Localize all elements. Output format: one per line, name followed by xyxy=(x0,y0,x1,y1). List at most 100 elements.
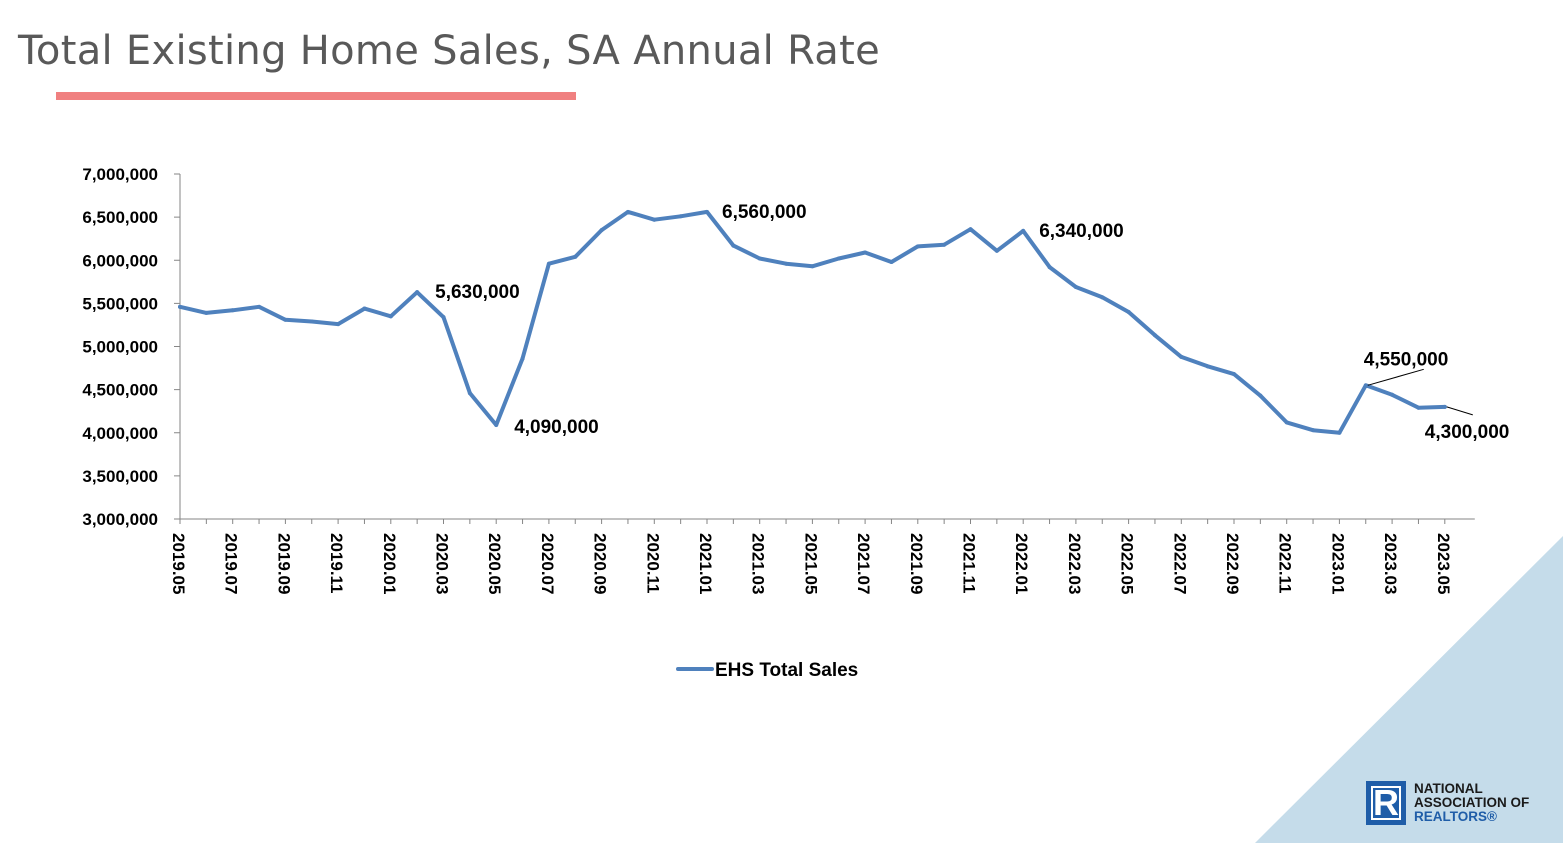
x-tick-label: 2020.11 xyxy=(643,533,662,594)
series-line-ehs-total-sales xyxy=(178,209,1447,435)
x-tick-label: 2019.09 xyxy=(274,533,293,594)
legend-label: EHS Total Sales xyxy=(715,660,858,681)
x-tick-label: 2019.11 xyxy=(327,533,346,594)
x-tick-label: 2021.07 xyxy=(854,533,873,594)
data-point xyxy=(1021,228,1026,233)
data-point xyxy=(1363,383,1368,388)
data-label-leader xyxy=(1367,368,1424,386)
x-tick-label: 2022.05 xyxy=(1118,533,1137,594)
data-point xyxy=(942,242,947,247)
y-tick-label: 6,500,000 xyxy=(82,208,158,227)
title-underline xyxy=(56,92,576,100)
data-point xyxy=(625,209,630,214)
x-tick-label: 2023.01 xyxy=(1328,533,1347,594)
data-label: 4,300,000 xyxy=(1425,422,1510,443)
x-tick-label: 2020.03 xyxy=(433,533,452,594)
logo-line-1: NATIONAL xyxy=(1414,781,1483,796)
data-point xyxy=(309,319,314,324)
x-tick-label: 2020.01 xyxy=(380,533,399,594)
data-point xyxy=(467,391,472,396)
data-label-leader xyxy=(1446,406,1473,416)
data-point xyxy=(1100,295,1105,300)
data-point xyxy=(1232,372,1236,377)
data-point xyxy=(731,243,736,248)
data-point xyxy=(204,310,209,315)
data-point xyxy=(1179,354,1184,359)
data-point xyxy=(1337,430,1342,435)
x-tick-label: 2022.07 xyxy=(1170,533,1189,594)
x-tick-label: 2023.05 xyxy=(1434,533,1453,594)
data-point xyxy=(1152,333,1157,338)
data-point xyxy=(178,304,182,309)
x-tick-label: 2020.07 xyxy=(538,533,557,594)
data-point xyxy=(1047,265,1052,270)
y-tick-label: 3,500,000 xyxy=(82,467,158,486)
x-tick-label: 2021.05 xyxy=(801,533,820,594)
x-tick-label: 2020.09 xyxy=(591,533,610,594)
data-point xyxy=(810,264,815,269)
data-label: 6,560,000 xyxy=(722,202,807,223)
data-point xyxy=(705,209,709,214)
x-tick-label: 2021.09 xyxy=(907,533,926,594)
data-point xyxy=(336,322,341,327)
logo-line-2: ASSOCIATION OF xyxy=(1414,795,1530,810)
data-point xyxy=(915,244,920,249)
x-tick-label: 2019.07 xyxy=(222,533,241,594)
data-point xyxy=(441,315,446,320)
data-point xyxy=(652,217,657,222)
data-point xyxy=(388,314,393,319)
data-point xyxy=(546,261,551,266)
data-point xyxy=(784,261,789,266)
data-point xyxy=(1073,284,1078,289)
logo-line-3: REALTORS® xyxy=(1414,809,1497,824)
y-tick-label: 7,000,000 xyxy=(82,165,158,184)
data-point xyxy=(863,250,868,255)
data-point xyxy=(494,422,499,427)
data-point xyxy=(573,254,578,259)
x-tick-label: 2022.09 xyxy=(1223,533,1242,594)
data-point xyxy=(415,290,420,295)
x-tick-label: 2020.05 xyxy=(485,533,504,594)
x-tick-label: 2021.03 xyxy=(749,533,768,594)
data-point xyxy=(1258,393,1263,398)
data-point xyxy=(362,306,367,311)
logo-text: NATIONAL ASSOCIATION OF REALTORS® xyxy=(1414,782,1529,824)
data-point xyxy=(968,227,973,232)
x-tick-label: 2023.03 xyxy=(1381,533,1400,594)
slide-title: Total Existing Home Sales, SA Annual Rat… xyxy=(18,28,881,74)
data-point xyxy=(230,308,235,313)
data-point xyxy=(994,248,999,253)
data-label: 4,090,000 xyxy=(514,417,599,438)
data-label: 6,340,000 xyxy=(1039,221,1124,242)
data-point xyxy=(599,228,604,233)
data-point xyxy=(1284,420,1289,425)
data-point xyxy=(1416,405,1421,410)
realtor-r-logo-icon: R xyxy=(1366,781,1406,825)
x-tick-label: 2021.01 xyxy=(696,533,715,594)
x-tick-label: 2019.05 xyxy=(169,533,188,594)
y-tick-label: 5,000,000 xyxy=(82,338,158,357)
x-tick-label: 2022.03 xyxy=(1065,533,1084,594)
y-tick-label: 5,500,000 xyxy=(82,294,158,313)
x-tick-label: 2021.11 xyxy=(960,533,979,594)
x-tick-label: 2022.01 xyxy=(1012,533,1031,594)
y-tick-label: 3,000,000 xyxy=(82,510,158,529)
nar-logo: R NATIONAL ASSOCIATION OF REALTORS® xyxy=(1366,781,1529,825)
data-point xyxy=(1311,428,1316,433)
data-point xyxy=(757,256,762,261)
data-point xyxy=(283,317,288,322)
data-label: 5,630,000 xyxy=(435,282,520,303)
y-tick-label: 4,500,000 xyxy=(82,381,158,400)
data-point xyxy=(889,259,894,264)
data-point xyxy=(257,304,262,309)
x-tick-label: 2022.11 xyxy=(1276,533,1295,594)
y-tick-label: 6,000,000 xyxy=(82,251,158,270)
data-point xyxy=(1205,364,1210,369)
data-point xyxy=(1442,404,1447,409)
data-point xyxy=(520,356,525,361)
data-point xyxy=(1126,310,1131,314)
y-tick-label: 4,000,000 xyxy=(82,424,158,443)
data-point xyxy=(836,256,841,261)
